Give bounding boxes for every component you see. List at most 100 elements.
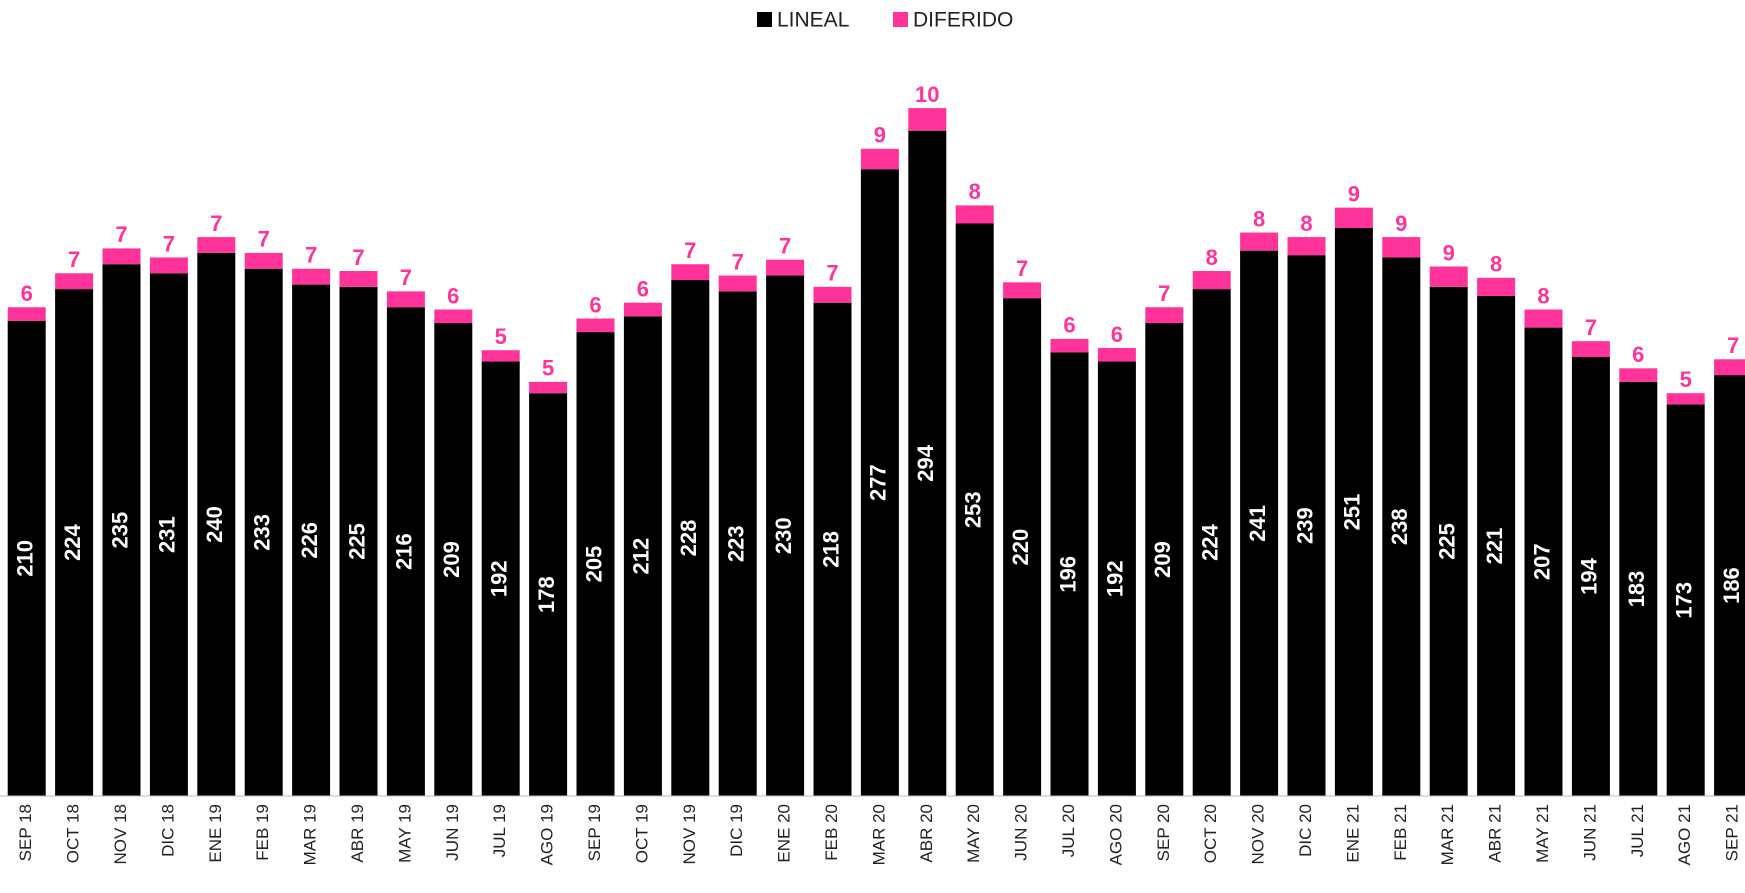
value-label: 240: [202, 506, 227, 543]
bar-segment: [1097, 347, 1136, 362]
bar-segment: [102, 264, 141, 796]
x-tick-label: MAR 21: [1438, 804, 1457, 865]
value-label: 221: [1482, 528, 1507, 565]
bar-segment: [718, 275, 757, 292]
value-label: 192: [487, 560, 512, 597]
value-label: 225: [1435, 523, 1460, 560]
value-label: 192: [1103, 560, 1128, 597]
bar-segment: [149, 257, 188, 274]
value-label: 6: [1063, 313, 1075, 338]
x-tick-label: MAR 19: [301, 804, 320, 865]
bar-segment: [1287, 255, 1326, 797]
x-tick-label: NOV 19: [680, 804, 699, 864]
x-tick-label: FEB 21: [1391, 804, 1410, 861]
bar-segment: [718, 291, 757, 796]
value-label: 220: [1008, 529, 1033, 566]
value-label: 9: [1348, 181, 1360, 206]
x-tick-label: FEB 20: [822, 804, 841, 861]
bar-segment: [1050, 338, 1089, 353]
bar-segment: [1429, 266, 1468, 287]
value-label: 235: [107, 512, 132, 549]
bar-segment: [955, 223, 994, 797]
bar-segment: [481, 361, 520, 796]
bar-segment: [813, 302, 852, 796]
x-tick-label: DIC 18: [158, 804, 177, 857]
value-label: 224: [1198, 523, 1223, 560]
x-tick-label: JUL 19: [490, 804, 509, 857]
value-label: 209: [439, 541, 464, 578]
bar-segment: [1714, 359, 1745, 376]
bar-segment: [1571, 357, 1610, 796]
x-tick-label: DIC 20: [1296, 804, 1315, 857]
value-label: 8: [1206, 245, 1218, 270]
bar-segment: [1666, 393, 1705, 405]
legend-label: DIFERIDO: [913, 9, 1013, 32]
bar-segment: [1714, 375, 1745, 796]
value-label: 223: [724, 525, 749, 562]
x-tick-label: MAY 19: [395, 804, 414, 863]
bar-segment: [339, 286, 378, 796]
x-tick-label: ABR 21: [1486, 804, 1505, 863]
bar-segment: [434, 309, 473, 324]
bar-segment: [1571, 341, 1610, 358]
value-label: 231: [155, 516, 180, 553]
value-label: 7: [779, 234, 791, 259]
bar-segment: [149, 273, 188, 796]
bar-segment: [529, 393, 568, 796]
x-tick-label: NOV 20: [1249, 804, 1268, 864]
value-label: 253: [961, 491, 986, 528]
value-label: 225: [344, 523, 369, 560]
value-label: 196: [1055, 556, 1080, 593]
bar-segment: [292, 284, 331, 796]
bar-segment: [7, 320, 46, 796]
x-tick-label: JUN 21: [1580, 804, 1599, 861]
legend-label: LINEAL: [777, 9, 849, 32]
x-tick-label: ENE 21: [1343, 804, 1362, 863]
value-label: 7: [684, 238, 696, 263]
value-label: 7: [115, 222, 127, 247]
value-label: 7: [305, 243, 317, 268]
bar-segment: [7, 307, 46, 321]
bar-segment: [1050, 352, 1089, 796]
value-label: 239: [1292, 507, 1317, 544]
bar-segment: [244, 268, 283, 796]
bar-segment: [1334, 228, 1373, 797]
value-label: 183: [1624, 571, 1649, 608]
bar-segment: [292, 268, 331, 285]
value-label: 8: [1490, 252, 1502, 277]
value-label: 216: [392, 533, 417, 570]
value-label: 218: [818, 531, 843, 568]
bar-segment: [1003, 298, 1042, 796]
value-label: 212: [629, 538, 654, 575]
value-label: 238: [1387, 508, 1412, 545]
bar-segment: [908, 108, 947, 131]
value-label: 6: [1632, 342, 1644, 367]
value-label: 7: [210, 211, 222, 236]
value-label: 6: [447, 283, 459, 308]
value-label: 226: [297, 522, 322, 559]
bar-segment: [576, 332, 615, 796]
value-label: 173: [1672, 582, 1697, 619]
bar-segment: [481, 350, 520, 362]
bar-segment: [1145, 307, 1184, 324]
bar-segment: [244, 252, 283, 269]
value-label: 228: [676, 520, 701, 557]
value-label: 210: [13, 540, 38, 577]
bar-segment: [1240, 232, 1279, 251]
x-tick-label: MAY 20: [964, 804, 983, 863]
x-tick-label: MAR 20: [869, 804, 888, 865]
value-label: 277: [866, 464, 891, 501]
bar-segment: [623, 316, 662, 796]
bar-segment: [386, 291, 425, 308]
x-tick-label: OCT 20: [1201, 804, 1220, 863]
legend-swatch: [893, 12, 908, 27]
value-label: 8: [969, 179, 981, 204]
bar-segment: [1192, 271, 1231, 290]
x-tick-label: ENE 20: [775, 804, 794, 863]
x-tick-label: JUN 19: [443, 804, 462, 861]
bar-segment: [197, 237, 236, 253]
bar-segment: [1619, 368, 1658, 382]
bar-segment: [671, 280, 710, 796]
bar-segment: [1097, 361, 1136, 796]
bar-segment: [55, 289, 94, 796]
